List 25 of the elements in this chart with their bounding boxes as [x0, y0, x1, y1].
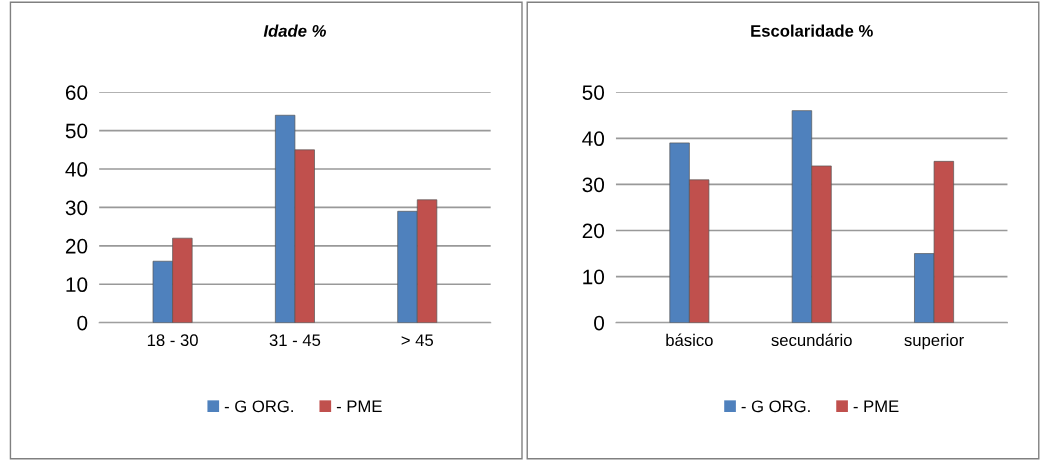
y-tick-label: 0: [77, 315, 88, 331]
y-tick-label: 40: [582, 131, 605, 147]
legend-label: - PME: [336, 400, 382, 413]
legend-label: - G ORG.: [224, 400, 293, 413]
x-tick-label: > 45: [401, 334, 434, 347]
legend-label: - PME: [853, 400, 899, 413]
y-tick-label: 10: [66, 277, 88, 293]
x-tick-label: 31 - 45: [269, 334, 321, 347]
y-tick-label: 0: [594, 315, 605, 331]
y-tick-label: 50: [65, 123, 88, 139]
y-tick-label: 30: [582, 177, 605, 193]
legend-label: - G ORG.: [741, 400, 810, 413]
y-tick-label: 20: [582, 223, 605, 239]
y-tick-label: 20: [65, 238, 88, 254]
y-tick-label: 50: [582, 85, 605, 100]
y-tick-label: 10: [583, 269, 605, 285]
x-tick-label: básico: [666, 333, 713, 347]
x-tick-label: secundário: [771, 333, 852, 347]
chart-title: Escolaridade %: [751, 24, 873, 37]
x-tick-label: 18 - 30: [147, 334, 198, 347]
y-tick-label: 40: [65, 162, 88, 177]
chart-title: Idade %: [263, 24, 326, 37]
y-tick-label: 30: [65, 200, 88, 216]
x-tick-label: superior: [904, 333, 964, 350]
y-tick-label: 60: [65, 85, 88, 100]
